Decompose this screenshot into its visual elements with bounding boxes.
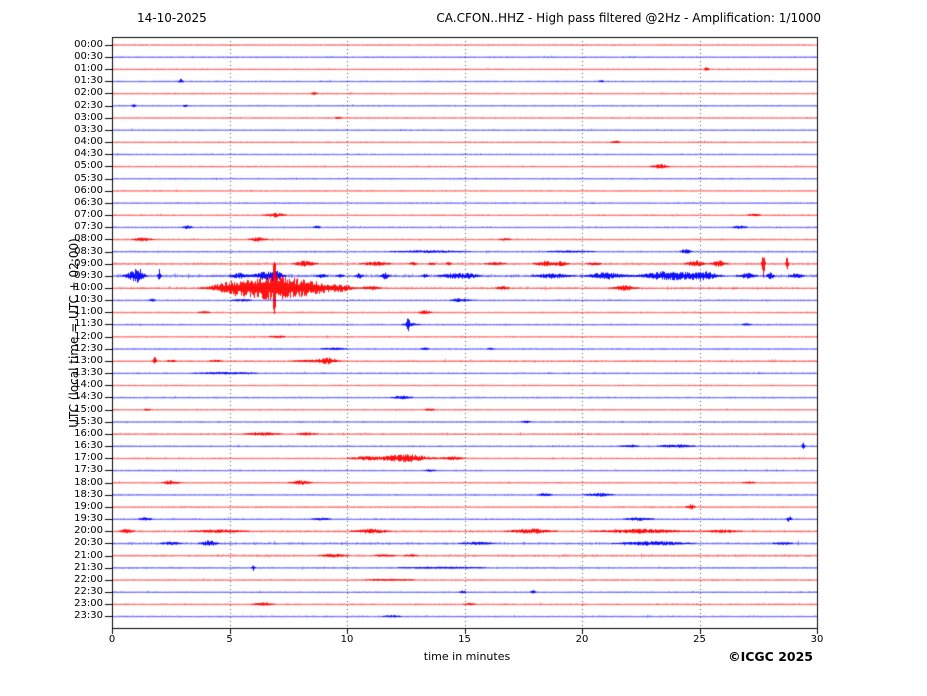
time-tick-label: 10:00 <box>74 282 103 293</box>
minute-tick-label: 15 <box>458 634 471 645</box>
time-tick-label: 11:30 <box>74 318 103 330</box>
minute-tick-label: 20 <box>575 634 589 645</box>
time-tick-label: 22:00 <box>74 573 103 585</box>
time-tick-label: 01:00 <box>74 63 103 75</box>
x-axis-title: time in minutes <box>423 650 511 663</box>
time-tick-label: 08:00 <box>74 233 103 245</box>
time-tick-label: 02:30 <box>74 99 103 111</box>
time-tick-label: 23:30 <box>74 610 103 622</box>
time-tick-label: 00:30 <box>74 50 103 62</box>
time-tick-label: 08:30 <box>74 245 103 257</box>
time-tick-label: 21:00 <box>74 549 103 561</box>
time-tick-label: 23:00 <box>74 598 103 610</box>
time-tick-label: 13:00 <box>74 354 103 366</box>
time-tick-label: 01:30 <box>74 75 103 87</box>
time-tick-label: 12:30 <box>74 342 103 354</box>
time-tick-label: 21:30 <box>74 561 103 573</box>
time-tick-label: 22:30 <box>74 586 103 597</box>
minute-tick-label: 5 <box>226 634 233 645</box>
time-tick-label: 16:30 <box>74 440 103 452</box>
minute-tick-label: 0 <box>108 634 116 645</box>
time-tick-label: 06:30 <box>74 196 103 208</box>
time-tick-label: 03:00 <box>74 111 103 123</box>
time-tick-label: 11:00 <box>74 306 103 318</box>
time-tick-label: 17:30 <box>74 464 103 476</box>
minute-tick-label: 10 <box>340 634 354 645</box>
time-tick-label: 12:00 <box>74 330 103 342</box>
time-tick-label: 20:30 <box>74 537 103 549</box>
minute-tick-label: 25 <box>693 634 706 645</box>
time-tick-label: 14:30 <box>74 391 103 403</box>
time-tick-label: 10:30 <box>74 294 103 306</box>
time-tick-label: 06:00 <box>74 184 103 196</box>
time-tick-label: 19:30 <box>74 513 103 525</box>
time-tick-label: 14:00 <box>74 379 103 391</box>
time-tick-label: 19:00 <box>74 500 103 512</box>
time-tick-label: 05:30 <box>74 172 103 184</box>
time-tick-label: 00:00 <box>74 38 103 50</box>
time-tick-label: 17:00 <box>74 452 103 464</box>
time-tick-label: 15:00 <box>74 403 103 415</box>
time-tick-label: 13:30 <box>74 367 103 379</box>
time-tick-label: 15:30 <box>74 415 103 427</box>
time-tick-label: 07:30 <box>74 221 103 233</box>
copyright-label: ©ICGC 2025 <box>728 649 813 664</box>
time-tick-label: 07:00 <box>74 209 103 221</box>
time-tick-label: 18:00 <box>74 476 103 488</box>
time-tick-label: 02:00 <box>74 87 103 99</box>
time-tick-label: 04:30 <box>74 148 103 160</box>
minute-tick-label: 30 <box>810 634 824 645</box>
time-tick-label: 03:30 <box>74 123 103 135</box>
time-tick-label: 05:00 <box>74 160 103 172</box>
time-tick-label: 20:00 <box>74 525 103 537</box>
time-tick-label: 09:00 <box>74 257 103 269</box>
time-tick-label: 04:00 <box>74 136 103 148</box>
time-tick-label: 16:00 <box>74 427 103 439</box>
plot-title: CA.CFON..HHZ - High pass filtered @2Hz -… <box>436 11 821 25</box>
time-tick-label: 09:30 <box>74 269 103 281</box>
time-tick-label: 18:30 <box>74 488 103 500</box>
date-label: 14-10-2025 <box>137 11 207 25</box>
